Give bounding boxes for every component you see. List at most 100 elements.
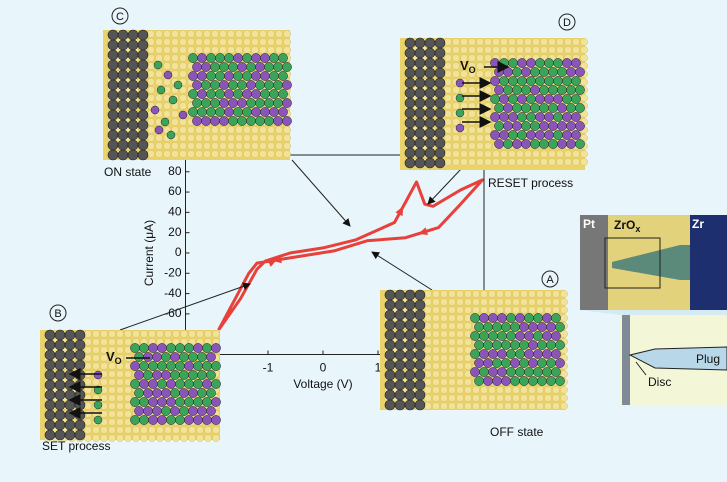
ion (555, 340, 565, 350)
oxide-atom (516, 158, 524, 166)
ion (210, 80, 220, 90)
ion (156, 85, 166, 95)
oxide-atom (124, 338, 132, 346)
oxide-atom (424, 402, 432, 410)
electrode-atom (424, 137, 436, 149)
oxide-atom (195, 46, 203, 54)
oxide-atom (219, 46, 227, 54)
oxide-atom (283, 30, 291, 38)
ion (130, 361, 140, 371)
oxide-atom (251, 134, 259, 142)
oxide-atom (84, 378, 92, 386)
oxide-atom (460, 86, 468, 94)
ion (197, 89, 207, 99)
oxide-atom (456, 330, 464, 338)
electrode-atom (137, 99, 149, 111)
ion (206, 107, 216, 117)
oxide-atom (424, 314, 432, 322)
ion (228, 116, 238, 126)
oxide-atom (468, 46, 476, 54)
electrode-atom (404, 359, 416, 371)
oxide-atom (508, 150, 516, 158)
oxide-atom (243, 38, 251, 46)
panel-letter: B (54, 308, 61, 320)
ion (143, 352, 153, 362)
oxide-atom (468, 134, 476, 142)
oxide-atom (124, 426, 132, 434)
oxide-atom (124, 410, 132, 418)
electrode-atom (394, 399, 406, 411)
electrode-atom (414, 107, 426, 119)
arrow (291, 159, 351, 227)
ion (192, 98, 202, 108)
ion (470, 367, 480, 377)
ion (479, 331, 489, 341)
oxide-atom (508, 46, 516, 54)
ion (161, 352, 171, 362)
oxide-atom (243, 46, 251, 54)
ion (524, 367, 534, 377)
electrode-atom (404, 157, 416, 169)
oxide-atom (464, 306, 472, 314)
electrode-atom (384, 329, 396, 341)
oxide-atom (476, 158, 484, 166)
oxide-atom (432, 386, 440, 394)
ion (246, 116, 256, 126)
electrode-atom (107, 149, 119, 161)
ion (517, 94, 527, 104)
electrode-atom (404, 57, 416, 69)
oxide-atom (171, 54, 179, 62)
oxide-atom (468, 54, 476, 62)
ion (215, 53, 225, 63)
oxide-atom (456, 370, 464, 378)
oxide-atom (179, 54, 187, 62)
electrode-atom (117, 89, 129, 101)
oxide-atom (540, 150, 548, 158)
oxide-atom (211, 142, 219, 150)
ion (148, 361, 158, 371)
oxide-atom (456, 402, 464, 410)
electrode-atom (404, 299, 416, 311)
oxide-atom (536, 402, 544, 410)
oxide-atom (203, 30, 211, 38)
ion (526, 130, 536, 140)
ion (546, 376, 556, 386)
oxide-atom (532, 158, 540, 166)
ion (494, 121, 504, 131)
electrode-atom (137, 139, 149, 151)
oxide-atom (460, 46, 468, 54)
ion (197, 406, 207, 416)
oxide-atom (187, 38, 195, 46)
ion (201, 62, 211, 72)
oxide-atom (187, 142, 195, 150)
oxide-atom (468, 62, 476, 70)
electrode-atom (434, 57, 446, 69)
oxide-atom (556, 158, 564, 166)
ion (260, 71, 270, 81)
oxide-atom (512, 402, 520, 410)
oxide-atom (116, 370, 124, 378)
oxide-atom (440, 362, 448, 370)
oxide-atom (147, 142, 155, 150)
oxide-atom (500, 150, 508, 158)
ion (539, 139, 549, 149)
ion (528, 358, 538, 368)
oxide-atom (164, 426, 172, 434)
oxide-atom (432, 402, 440, 410)
oxide-atom (496, 306, 504, 314)
electrode-atom (414, 289, 426, 301)
ion (488, 331, 498, 341)
oxide-atom (171, 70, 179, 78)
ion (494, 103, 504, 113)
oxide-atom (163, 38, 171, 46)
ion (492, 322, 502, 332)
electrode-atom (394, 389, 406, 401)
ion (152, 388, 162, 398)
oxide-atom (448, 322, 456, 330)
electrode-atom (54, 399, 66, 411)
ion (553, 112, 563, 122)
ion (188, 406, 198, 416)
electrode-atom (414, 157, 426, 169)
oxide-atom (572, 150, 580, 158)
inset-zr-label: Zr (692, 217, 704, 231)
